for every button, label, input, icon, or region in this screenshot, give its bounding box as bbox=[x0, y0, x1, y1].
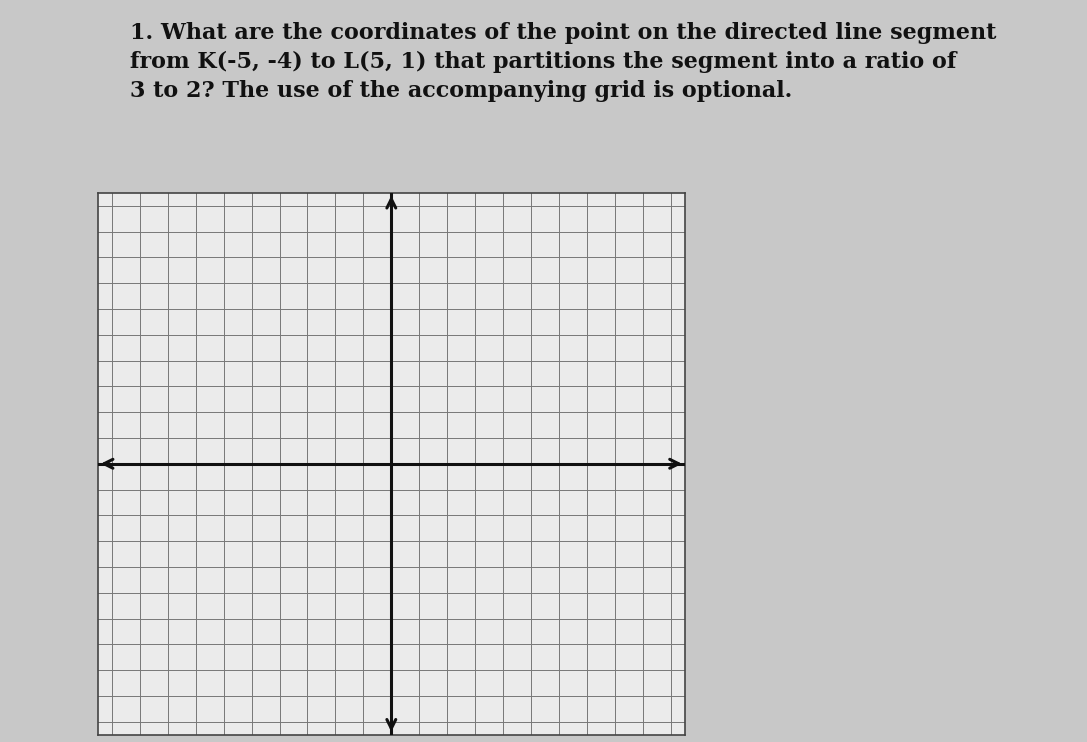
Text: 1. What are the coordinates of the point on the directed line segment
from K(-5,: 1. What are the coordinates of the point… bbox=[130, 22, 997, 102]
